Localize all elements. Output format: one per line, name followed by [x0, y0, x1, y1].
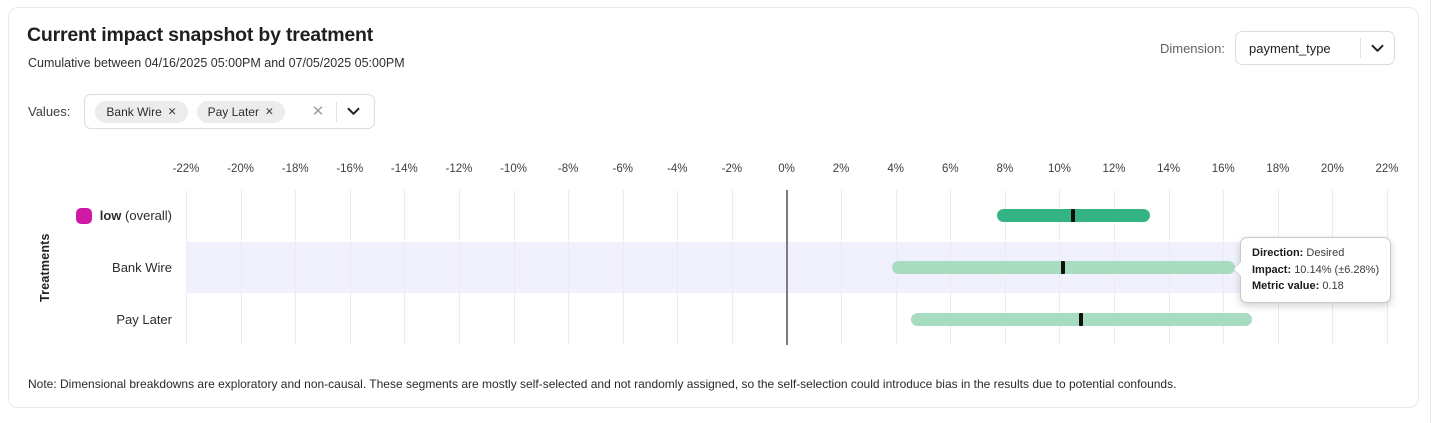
tooltip: Direction: Desired Impact: 10.14% (±6.28… [1233, 237, 1392, 303]
clear-values-icon[interactable]: ✕ [311, 103, 325, 120]
page-title: Current impact snapshot by treatment [27, 24, 374, 46]
gridline [404, 190, 406, 345]
axis-tick-label: 10% [1047, 163, 1071, 175]
axis-tick-label: 12% [1102, 163, 1126, 175]
axis-tick-label: 4% [887, 163, 904, 175]
tooltip-arrow [1234, 262, 1241, 276]
axis-tick-label: 16% [1211, 163, 1235, 175]
row-label: low (overall) [75, 206, 172, 226]
axis-tick-label: -14% [390, 163, 418, 175]
zero-line [785, 190, 788, 345]
point-estimate-marker [1071, 209, 1076, 223]
dimension-select[interactable]: payment_type [1235, 31, 1395, 65]
row-label-text: low (overall) [99, 208, 172, 224]
gridline [349, 190, 351, 345]
axis-tick-label: -10% [500, 163, 527, 175]
axis-tick-label: 6% [941, 163, 959, 175]
chevron-down-icon[interactable] [1361, 44, 1394, 53]
select-divider [1360, 38, 1361, 58]
dimension-control: Dimension: payment_type [1160, 31, 1395, 65]
axis-tick-label: 14% [1157, 163, 1181, 175]
gridline [841, 190, 843, 345]
value-chip[interactable]: Bank Wire ✕ [95, 100, 188, 123]
value-chip-label: Pay Later [207, 104, 259, 119]
value-chip[interactable]: Pay Later ✕ [196, 100, 285, 123]
axis-tick-label: -16% [336, 163, 364, 175]
axis-tick-label: -18% [281, 163, 309, 175]
values-multiselect[interactable]: Bank Wire ✕ Pay Later ✕ ✕ [84, 94, 376, 129]
point-estimate-marker [1061, 261, 1066, 274]
point-estimate-marker [1079, 312, 1084, 326]
tooltip-metric-value: Metric value: 0.18 [1252, 280, 1344, 292]
values-label: Values: [28, 104, 71, 119]
gridline [240, 190, 242, 345]
dimension-label: Dimension: [1159, 40, 1225, 56]
axis-tick-label: 18% [1266, 163, 1290, 175]
axis-tick-label: -6% [612, 163, 633, 175]
axis-tick-label: 0% [778, 163, 795, 175]
axis-tick-label: -4% [667, 163, 688, 175]
select-divider [336, 101, 338, 122]
axis-tick-label: 20% [1320, 163, 1344, 175]
gridline [295, 190, 297, 345]
disclaimer-note: Note: Dimensional breakdowns are explora… [28, 377, 1177, 391]
chevron-down-icon[interactable] [337, 107, 370, 116]
y-axis-title: Treatments [38, 233, 52, 303]
axis-tick-label: -22% [172, 163, 200, 175]
gridline [458, 190, 460, 345]
axis-tick-label: 8% [996, 163, 1014, 175]
dimension-select-value: payment_type [1249, 40, 1331, 56]
row-label: Pay Later [116, 309, 172, 329]
card [8, 7, 1419, 408]
gridline [186, 190, 187, 345]
gridline [677, 190, 679, 345]
page-edge-divider [1430, 0, 1431, 423]
value-chip-label: Bank Wire [106, 104, 162, 119]
gridline [568, 190, 570, 345]
tooltip-direction: Direction: Desired [1252, 247, 1345, 259]
values-filter: Values: Bank Wire ✕ Pay Later ✕ ✕ [28, 94, 376, 129]
axis-tick-label: -20% [227, 163, 254, 175]
gridline [731, 190, 733, 345]
axis-tick-label: 22% [1375, 163, 1399, 175]
gridline [513, 190, 515, 345]
axis-tick-label: -12% [445, 163, 473, 175]
axis-tick-label: -8% [557, 163, 579, 175]
row-label-text: Pay Later [116, 311, 172, 327]
gridline [622, 190, 624, 345]
row-label: Bank Wire [112, 258, 172, 278]
tooltip-impact: Impact: 10.14% (±6.28%) [1252, 263, 1380, 276]
axis-tick-label: -2% [721, 163, 743, 175]
row-label-text: Bank Wire [112, 260, 172, 275]
axis-tick-label: 2% [832, 163, 850, 175]
chip-remove-icon[interactable]: ✕ [167, 105, 177, 118]
date-range-subtitle: Cumulative between 04/16/2025 05:00PM an… [28, 56, 405, 70]
chip-remove-icon[interactable]: ✕ [264, 105, 274, 118]
legend-swatch [75, 207, 92, 224]
